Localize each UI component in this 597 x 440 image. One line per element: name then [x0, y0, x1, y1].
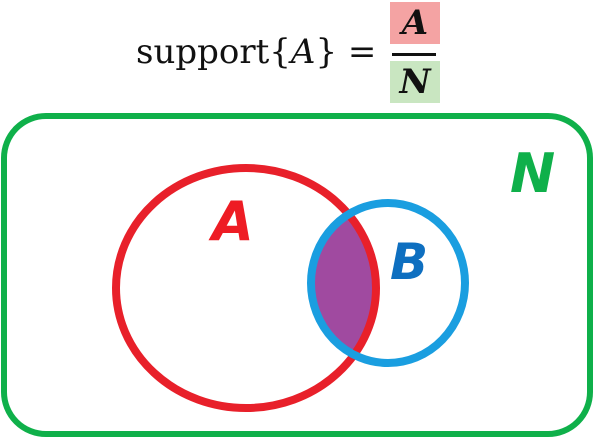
formula-lhs: support{A} = [136, 30, 376, 74]
universe-box [1, 113, 593, 437]
formula-lhs-prefix: support{ [136, 32, 291, 72]
intersection-region [311, 203, 376, 363]
support-formula: support{A} = A N [0, 0, 597, 108]
fraction-denominator: N [390, 61, 440, 103]
formula-fraction: A N [390, 0, 440, 104]
fraction-numerator: A [390, 2, 440, 44]
set-a-label: A [208, 190, 254, 253]
fraction-bar [392, 53, 436, 56]
formula-lhs-variable: A [290, 32, 316, 72]
formula-lhs-suffix: } = [315, 32, 377, 72]
set-b-circle [307, 199, 469, 367]
set-b-label: B [390, 233, 428, 291]
universe-label: N [510, 142, 555, 205]
set-a-circle [112, 164, 380, 412]
